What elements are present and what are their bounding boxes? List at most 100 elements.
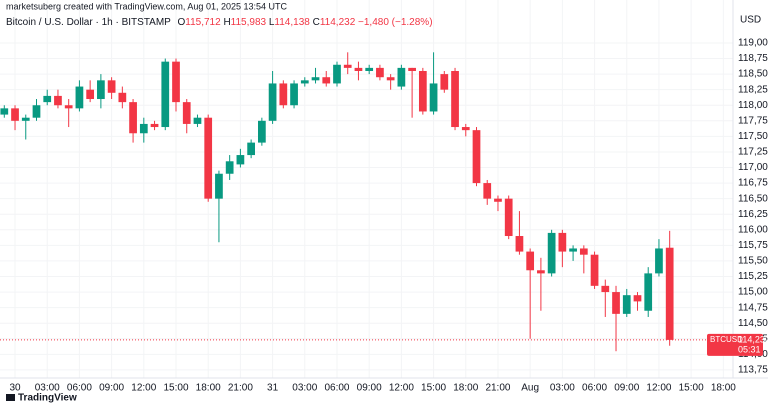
candle-body: [451, 70, 459, 128]
candle-body: [21, 117, 30, 121]
candle-body: [365, 67, 374, 71]
candle-body: [0, 108, 9, 115]
ohlc-label: C: [313, 17, 320, 28]
credit: marketsuberg created with TradingView.co…: [6, 1, 287, 11]
candle-body: [547, 232, 556, 274]
candle-body: [161, 61, 170, 128]
ohlc-value: 114,232: [320, 17, 356, 28]
candle-body: [97, 80, 105, 100]
candle-body: [483, 183, 492, 199]
candle-body: [612, 292, 620, 314]
candle-body: [139, 123, 148, 134]
logo-text: TradingView: [18, 393, 77, 404]
ohlc-value: 115,983: [231, 17, 267, 28]
y-tick-label: 117,500: [738, 131, 768, 142]
candle-body: [225, 161, 234, 174]
price-tag-price: 114,232: [738, 334, 768, 344]
candle-body: [354, 67, 363, 71]
y-tick-label: 116,750: [738, 178, 768, 189]
y-tick-label: 115,250: [738, 271, 768, 282]
x-tick-label: 15:00: [163, 383, 188, 394]
x-tick-label: 03:00: [35, 383, 60, 394]
x-tick-label: 12:00: [389, 383, 414, 394]
candle-body: [118, 92, 127, 103]
x-tick-label: 09:00: [357, 383, 382, 394]
candle-body: [172, 61, 180, 103]
y-tick-label: 118,500: [738, 69, 768, 80]
candle-body: [322, 77, 331, 84]
x-tick-label: 06:00: [582, 383, 607, 394]
x-tick-label: 18:00: [196, 383, 221, 394]
candles: [0, 52, 674, 352]
currency: USD: [740, 15, 761, 26]
x-tick-label: 03:00: [550, 383, 575, 394]
y-tick-label: 114,500: [738, 318, 768, 329]
x-tick-label: 12:00: [646, 383, 671, 394]
candle-body: [333, 64, 341, 84]
candle-body: [515, 236, 524, 252]
candle-body: [86, 89, 95, 100]
candle-body: [655, 248, 663, 274]
candle-body: [290, 83, 298, 106]
ohlc-label: O: [177, 17, 185, 28]
x-tick-label: 15:00: [679, 383, 704, 394]
x-tick-label: 15:00: [421, 383, 446, 394]
y-tick-label: 116,000: [738, 224, 768, 235]
y-tick-label: 118,250: [738, 84, 768, 95]
candle-body: [311, 77, 320, 81]
y-tick-label: 116,500: [738, 193, 768, 204]
y-tick-label: 115,500: [738, 256, 768, 267]
ohlc-label: H: [223, 17, 230, 28]
candle-body: [300, 80, 309, 84]
x-tick-label: 12:00: [131, 383, 156, 394]
candle-body: [418, 70, 427, 112]
candle-body: [236, 155, 245, 165]
candle-body: [75, 86, 84, 109]
y-tick-label: 113,750: [738, 365, 768, 376]
candle-body: [182, 102, 191, 124]
candle-body: [107, 80, 116, 93]
candle-body: [150, 123, 159, 128]
candle-body: [601, 285, 610, 293]
candle-body: [579, 248, 588, 255]
candle-body: [129, 102, 137, 134]
y-tick-label: 115,000: [738, 287, 768, 298]
candle-body: [32, 105, 41, 118]
candle-body: [268, 83, 277, 121]
change: −1,480 (−1.28%): [358, 17, 433, 28]
y-tick-label: 117,750: [738, 115, 768, 126]
candle-body: [429, 83, 438, 112]
x-tick-label: 18:00: [711, 383, 736, 394]
candle-body: [504, 198, 513, 237]
candle-body: [644, 273, 653, 311]
candle-body: [461, 127, 470, 131]
candle-body: [440, 74, 449, 90]
price-tag-countdown: 05:31: [738, 344, 761, 354]
x-tick-label: Aug: [521, 383, 539, 394]
logo-icon: [6, 394, 15, 401]
candle-body: [386, 77, 395, 81]
candle-body: [397, 67, 406, 87]
candle-body: [537, 270, 545, 274]
candle-body: [193, 117, 202, 124]
x-tick-label: 30: [9, 383, 21, 394]
x-tick-label: 21:00: [485, 383, 510, 394]
legend: Bitcoin / U.S. Dollar · 1h · BITSTAMP O1…: [6, 17, 433, 28]
x-tick-label: 18:00: [453, 383, 478, 394]
y-tick-label: 116,250: [738, 209, 768, 220]
candle-body: [343, 64, 352, 68]
y-tick-label: 117,250: [738, 147, 768, 158]
candle-body: [215, 173, 223, 199]
price-tag-symbol: BTCUSD: [710, 335, 743, 344]
candle-body: [558, 232, 567, 252]
candle-body: [633, 295, 642, 302]
x-tick-label: 21:00: [228, 383, 253, 394]
candle-body: [204, 117, 213, 199]
candle-body: [622, 295, 631, 314]
y-tick-label: 114,750: [738, 302, 768, 313]
logo: TradingView: [6, 393, 77, 404]
y-tick-label: 117,000: [738, 162, 768, 173]
ohlc-label: L: [269, 17, 275, 28]
candle-body: [665, 247, 674, 340]
